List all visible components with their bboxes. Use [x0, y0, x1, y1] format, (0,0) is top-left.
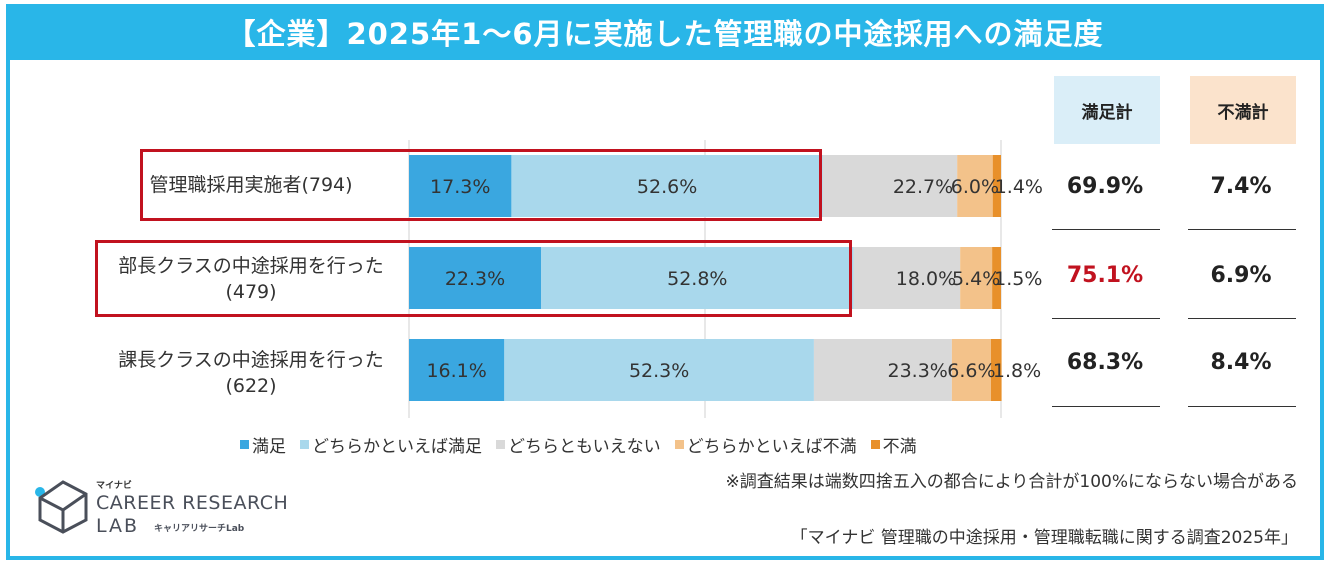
data-label-row2-series1: 52.3% [629, 360, 689, 382]
row-label-2: 課長クラスの中途採用を行った (622) [96, 347, 406, 399]
data-label-row0-series1: 52.6% [637, 176, 697, 198]
data-label-row2-series2: 23.3% [888, 360, 948, 382]
logo-lab-text: LAB [96, 515, 140, 537]
chart-title: 【企業】2025年1～6月に実施した管理職の中途採用への満足度 [6, 4, 1324, 60]
legend-label-0: 満足 [252, 437, 286, 457]
row-label-1: 部長クラスの中途採用を行った (479) [96, 253, 406, 305]
legend-item-3: どちらかといえば不満 [674, 432, 857, 457]
source-citation: 「マイナビ 管理職の中途採用・管理職転職に関する調査2025年」 [790, 528, 1298, 548]
summary-divider [1052, 229, 1160, 230]
legend-label-4: 不満 [882, 437, 917, 457]
data-label-row1-series2: 18.0% [896, 268, 956, 290]
data-label-row0-series3: 6.0% [951, 176, 999, 198]
row-label-2-line1: 課長クラスの中途採用を行った [118, 349, 384, 371]
cube-logo-icon [35, 480, 88, 534]
summary-divider [1188, 229, 1296, 230]
row-label-0-line1: 管理職採用実施者(794) [149, 174, 353, 196]
data-label-row1-series4: 1.5% [994, 268, 1042, 290]
dissatisfied-total-row-1: 6.9% [1210, 263, 1272, 288]
bar-segment-row0-series2 [822, 155, 958, 217]
highlight-box-row-1 [95, 240, 852, 317]
dissatisfied-total-header: 不満計 [1190, 76, 1296, 144]
legend-swatch-4 [870, 440, 880, 449]
data-label-row1-series3: 5.4% [952, 268, 1000, 290]
summary-divider [1188, 318, 1296, 319]
bar-segment-row2-series1 [504, 339, 814, 401]
row-label-1-line1: 部長クラスの中途採用を行った [118, 255, 384, 277]
logo-mynavi-text: マイナビ [96, 481, 132, 491]
legend-label-2: どちらともいえない [508, 437, 661, 457]
legend-label-3: どちらかといえば不満 [686, 437, 857, 457]
legend-item-1: どちらかといえば満足 [300, 432, 482, 457]
bar-segment-row1-series2 [853, 247, 961, 309]
data-label-row2-series3: 6.6% [947, 360, 995, 382]
bar-segment-row2-series4 [990, 339, 1002, 401]
satisfied-total-row-0: 69.9% [1066, 174, 1144, 199]
data-label-row0-series4: 1.4% [995, 176, 1043, 198]
summary-divider [1052, 406, 1160, 407]
data-label-row0-series0: 17.3% [430, 176, 490, 198]
legend-item-0: 満足 [240, 432, 286, 457]
data-label-row2-series0: 16.1% [426, 360, 486, 382]
legend-swatch-2 [496, 440, 505, 449]
logo-sub-text: キャリアリサーチLab [154, 524, 245, 534]
data-label-row1-series0: 22.3% [445, 268, 505, 290]
data-label-row1-series1: 52.8% [667, 268, 727, 290]
legend-label-1: どちらかといえば満足 [312, 437, 482, 457]
row-label-1-line2: (479) [225, 281, 277, 303]
bar-segment-row1-series0 [409, 247, 542, 309]
logo-career-research-text: CAREER RESEARCH [96, 492, 289, 514]
bar-segment-row2-series3 [951, 339, 991, 401]
bar-segment-row0-series4 [992, 155, 1001, 217]
rounding-note: ※調査結果は端数四捨五入の都合により合計が100%にならない場合がある [725, 472, 1298, 492]
summary-divider [1052, 318, 1160, 319]
bar-segment-row0-series0 [409, 155, 512, 217]
bar-segment-row0-series3 [957, 155, 993, 217]
row-label-0: 管理職採用実施者(794) [96, 172, 406, 198]
highlight-box-row-0 [140, 149, 822, 221]
legend-swatch-0 [240, 440, 249, 449]
bar-segment-row1-series3 [960, 247, 993, 309]
satisfied-total-row-2: 68.3% [1066, 350, 1144, 375]
legend-swatch-1 [300, 440, 309, 449]
bar-segment-row2-series0 [409, 339, 505, 401]
data-label-row2-series4: 1.8% [993, 360, 1041, 382]
bar-segment-row0-series1 [511, 155, 823, 217]
dissatisfied-total-row-2: 8.4% [1210, 350, 1272, 375]
bar-segment-row1-series4 [992, 247, 1001, 309]
career-research-lab-logo: マイナビ CAREER RESEARCH LAB キャリアリサーチLab [34, 478, 294, 538]
legend-swatch-3 [674, 440, 684, 449]
satisfied-total-header: 満足計 [1054, 76, 1160, 144]
data-label-row0-series2: 22.7% [893, 176, 953, 198]
bar-segment-row2-series2 [813, 339, 952, 401]
legend-item-2: どちらともいえない [496, 432, 661, 457]
bar-segment-row1-series1 [541, 247, 854, 309]
summary-divider [1188, 406, 1296, 407]
row-label-2-line2: (622) [225, 375, 277, 397]
chart-legend: 満足 どちらかといえば満足 どちらともいえない どちらかといえば不満 不満 [240, 432, 917, 457]
satisfied-total-row-1: 75.1% [1066, 263, 1144, 288]
dissatisfied-total-row-0: 7.4% [1210, 174, 1272, 199]
legend-item-4: 不満 [870, 432, 917, 457]
